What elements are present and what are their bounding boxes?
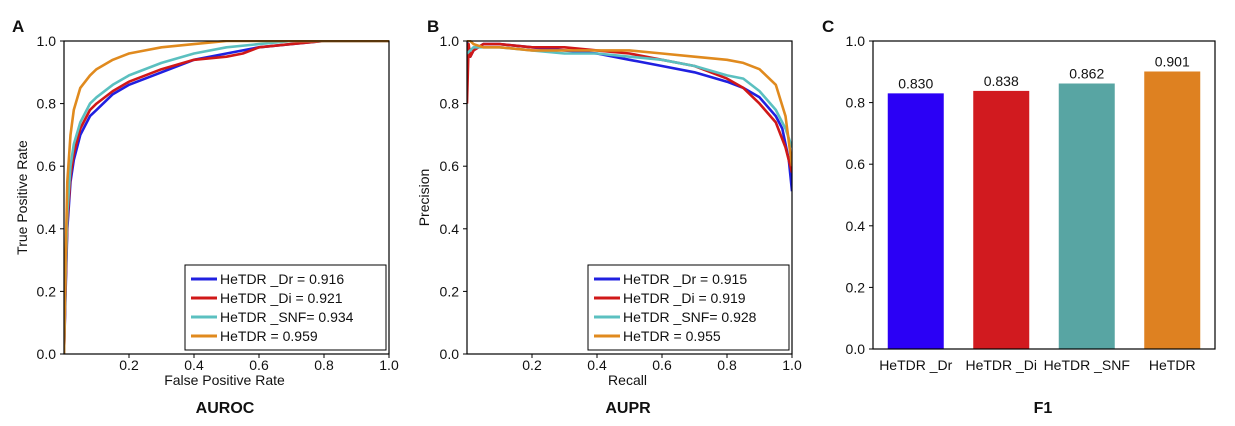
- x-tick-label: 0.4: [587, 357, 607, 373]
- y-tick-label: 0.8: [846, 95, 866, 111]
- bar-3: [1058, 83, 1115, 349]
- chart-caption: F1: [1034, 400, 1053, 417]
- y-tick-label: 0.0: [37, 346, 57, 362]
- x-category-label: HeTDR _Dr: [879, 357, 952, 373]
- plot-frame: [872, 40, 1216, 350]
- legend-label: HeTDR _SNF= 0.928: [623, 309, 757, 325]
- x-tick-label: 0.6: [249, 357, 269, 373]
- legend-box: [184, 264, 387, 351]
- y-tick-label: 0.2: [440, 283, 460, 299]
- y-tick-label: 0.0: [440, 346, 460, 362]
- legend-label: HeTDR _Di = 0.919: [623, 290, 746, 306]
- legend: HeTDR _Dr = 0.915 HeTDR _Di = 0.919 HeTDR …: [587, 264, 790, 351]
- x-category-label: HeTDR: [1149, 357, 1196, 373]
- bar-2: [973, 90, 1030, 350]
- y-tick-label: 1.0: [37, 33, 57, 49]
- legend-box: [587, 264, 790, 351]
- y-tick-label: 1.0: [846, 33, 866, 49]
- y-tick-label: 0.8: [440, 96, 460, 112]
- series-line-4: [467, 40, 792, 167]
- y-tick-label: 1.0: [440, 33, 460, 49]
- y-tick-label: 0.2: [37, 283, 57, 299]
- legend: HeTDR _Dr = 0.916 HeTDR _Di = 0.921 HeTDR …: [184, 264, 387, 351]
- bar-value-label: 0.838: [984, 73, 1019, 89]
- x-tick-label: 0.6: [652, 357, 672, 373]
- legend-label: HeTDR _SNF= 0.934: [220, 309, 354, 325]
- legend-label: HeTDR _Di = 0.921: [220, 290, 343, 306]
- bar-value-label: 0.862: [1069, 66, 1104, 82]
- panel-letter: B: [427, 17, 439, 36]
- x-tick-label: 0.4: [184, 357, 204, 373]
- panel-letter: C: [822, 17, 834, 36]
- y-tick-label: 0.2: [846, 279, 866, 295]
- plot-frame: [466, 40, 793, 355]
- legend-label: HeTDR = 0.955: [623, 328, 721, 344]
- y-tick-label: 0.4: [440, 221, 460, 237]
- series-line-3: [64, 40, 389, 355]
- legend-label: HeTDR _Dr = 0.915: [623, 271, 747, 287]
- x-tick-label: 0.8: [717, 357, 737, 373]
- y-axis-label: True Positive Rate: [14, 140, 30, 255]
- panel-letter: A: [12, 17, 24, 36]
- x-tick-label: 0.2: [119, 357, 139, 373]
- x-axis-label: False Positive Rate: [164, 372, 285, 388]
- x-category-label: HeTDR _Di: [965, 357, 1037, 373]
- plot-frame: [63, 40, 390, 355]
- x-tick-label: 0.8: [314, 357, 334, 373]
- x-axis-label: Recall: [608, 372, 647, 388]
- y-tick-label: 0.6: [846, 156, 866, 172]
- y-tick-label: 0.8: [37, 96, 57, 112]
- chart-caption: AUROC: [196, 400, 255, 417]
- bar-4: [1144, 71, 1201, 349]
- panel-a-auroc: A 0.2 0.4 0.6 0.8 1.0 0.0 0.2 0.4 0.6 0.8 1.0 False …: [12, 17, 399, 417]
- bar-1: [887, 93, 944, 349]
- x-tick-label: 0.2: [522, 357, 542, 373]
- bar-value-label: 0.830: [898, 75, 933, 91]
- y-axis-label: Precision: [416, 169, 432, 227]
- legend-label: HeTDR = 0.959: [220, 328, 318, 344]
- y-tick-label: 0.6: [440, 158, 460, 174]
- y-tick-label: 0.4: [846, 218, 866, 234]
- panel-b-aupr: B 0.2 0.4 0.6 0.8 1.0 0.0 0.2 0.4 0.6 0.8 1.0 Recall…: [416, 17, 802, 417]
- y-tick-label: 0.6: [37, 158, 57, 174]
- legend-label: HeTDR _Dr = 0.916: [220, 271, 344, 287]
- series-line-2: [467, 42, 792, 173]
- x-category-label: HeTDR _SNF: [1044, 357, 1130, 373]
- x-tick-label: 1.0: [379, 357, 399, 373]
- x-tick-label: 1.0: [782, 357, 802, 373]
- y-tick-label: 0.4: [37, 221, 57, 237]
- chart-caption: AUPR: [605, 400, 651, 417]
- panel-c-f1: C 0.830 HeTDR _Dr 0.838 HeTDR _Di 0.862 HeTDR …: [822, 17, 1216, 417]
- bar-value-label: 0.901: [1155, 53, 1190, 69]
- y-tick-label: 0.0: [846, 341, 866, 357]
